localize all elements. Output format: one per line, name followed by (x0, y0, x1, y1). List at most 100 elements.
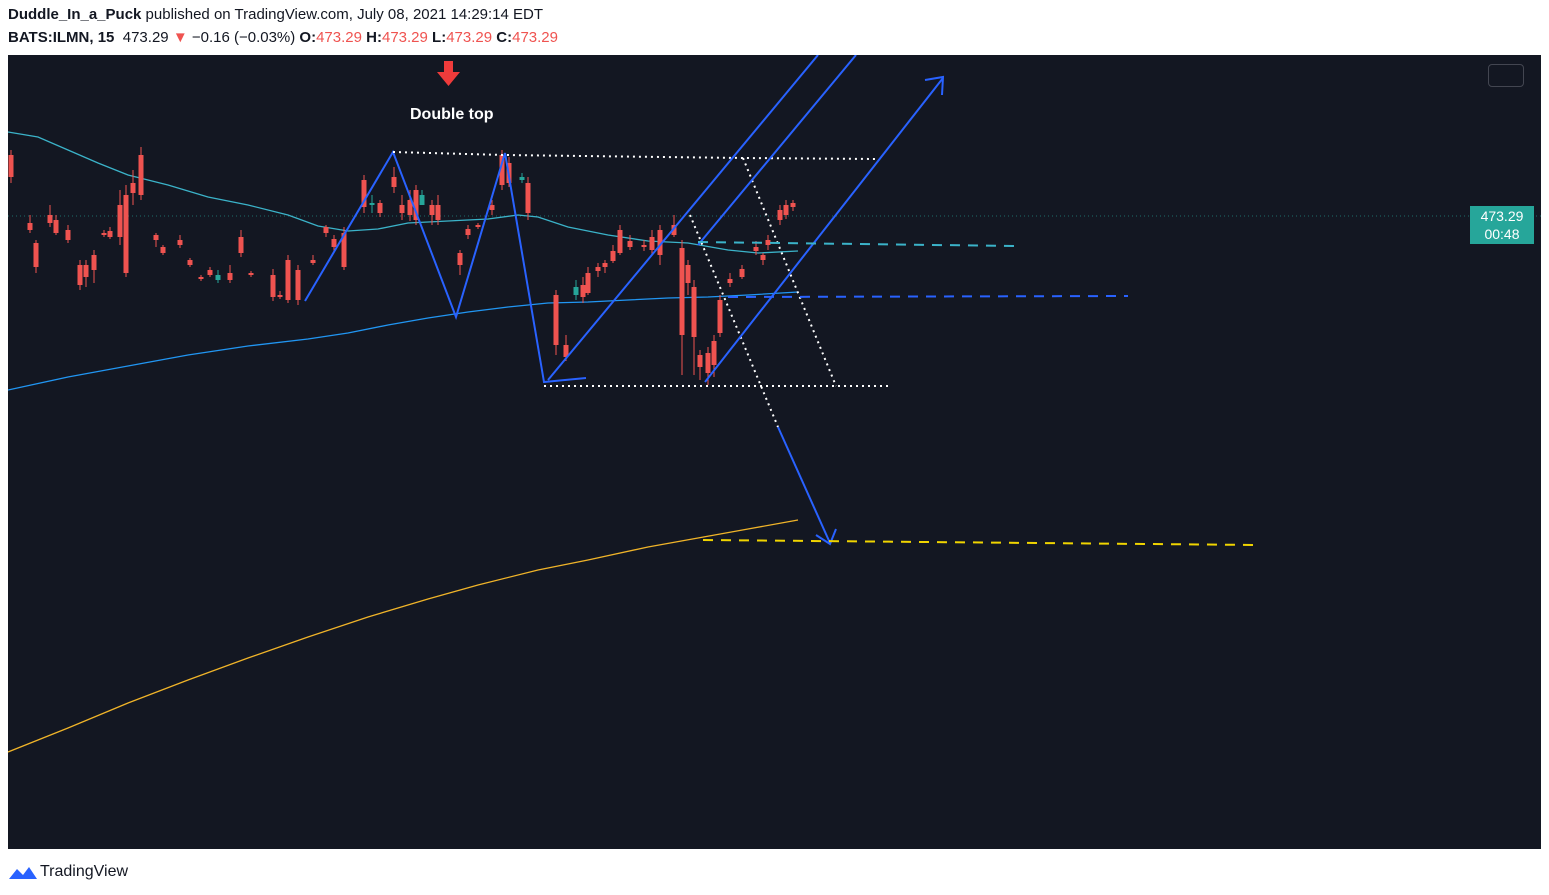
top-dotted-line (392, 151, 877, 160)
candle-body (160, 247, 166, 253)
double-top-label[interactable]: Double top (410, 106, 494, 123)
candle-body (783, 205, 789, 215)
candle-body (323, 227, 329, 233)
double-top-pattern[interactable] (304, 149, 587, 384)
candle-body (717, 300, 723, 333)
candle-body (760, 255, 766, 260)
candle-body (499, 155, 505, 185)
candle-body (679, 248, 685, 335)
candle-body (790, 203, 796, 207)
price-tag-value: 473.29 (1480, 208, 1524, 224)
ma-slow-line (8, 519, 799, 753)
candle-body (27, 223, 33, 230)
chart-pane[interactable]: Double top 473.29 00:48 (8, 55, 1541, 849)
candle-body (207, 270, 213, 275)
candle-body (295, 270, 301, 300)
candle-body (429, 205, 435, 215)
symbol-label[interactable]: BATS:ILMN, 15 (8, 29, 115, 46)
close-label: C: (496, 29, 513, 46)
candle-body (627, 241, 633, 247)
candle-body (573, 287, 579, 295)
candle-body (177, 240, 183, 245)
arrow-down-icon (437, 61, 460, 86)
candle-body (77, 265, 83, 285)
high-label: H: (366, 29, 382, 46)
candle-body (435, 205, 441, 220)
candle-body (227, 273, 233, 280)
candle-body (369, 203, 375, 205)
candle-body (407, 200, 413, 215)
measured-move-dotted (742, 157, 837, 387)
candle-body (153, 235, 159, 240)
candle-body (705, 353, 711, 373)
low-label: L: (432, 29, 447, 46)
down-projection-line (777, 426, 831, 544)
resistance-dashed-line (697, 241, 1017, 247)
candle-body (777, 210, 783, 220)
candle-body (685, 265, 691, 283)
chart-toggle-button[interactable] (1488, 64, 1524, 87)
candle-body (65, 230, 71, 240)
up-arrow-head (924, 75, 945, 96)
candle-body (248, 273, 254, 275)
price-tag-countdown: 00:48 (1484, 226, 1520, 242)
last-price: 473.29 (122, 29, 169, 46)
candle-body (101, 233, 107, 235)
close-value: 473.29 (512, 29, 558, 46)
candle-body (138, 155, 144, 195)
footer-brand[interactable]: TradingView (8, 861, 128, 883)
candle-body (331, 239, 337, 247)
candle-body (641, 245, 647, 247)
candle-body (53, 220, 59, 233)
candle-body (285, 260, 291, 300)
candle-body (8, 155, 14, 177)
projection-dotted (689, 214, 779, 428)
candle-body (123, 195, 129, 273)
channel-lower-line (547, 55, 819, 381)
candle-body (83, 265, 89, 277)
change-value: −0.16 (−0.03%) (191, 29, 296, 46)
chart-canvas[interactable] (8, 55, 1541, 849)
candles (8, 147, 796, 385)
ma-fast-line (8, 131, 799, 254)
candle-body (399, 205, 405, 213)
down-arrow-head (815, 528, 837, 546)
high-value: 473.29 (381, 29, 428, 46)
candle-body (617, 230, 623, 253)
publish-info: Duddle_In_a_Puck published on TradingVie… (8, 6, 543, 23)
candle-body (107, 231, 113, 237)
author-name[interactable]: Duddle_In_a_Puck (8, 6, 142, 23)
ma-mid-line (8, 291, 799, 391)
candle-body (361, 180, 367, 207)
candle-body (610, 251, 616, 261)
published-text: published on TradingView.com, July 08, 2… (141, 6, 544, 23)
candle-body (563, 345, 569, 357)
channel-mid-line (697, 55, 857, 246)
candle-body (671, 225, 677, 235)
candle-body (553, 295, 559, 345)
candle-body (47, 215, 53, 223)
footer-brand-name: TradingView (40, 863, 129, 880)
candle-body (765, 240, 771, 245)
candle-body (130, 183, 136, 193)
price-axis-label: 473.29 00:48 (1470, 206, 1534, 244)
candle-body (475, 225, 481, 227)
candle-body (711, 341, 717, 365)
candle-body (580, 285, 586, 297)
ohlc-legend: BATS:ILMN, 15 473.29 ▼ −0.16 (−0.03%) O:… (8, 29, 558, 46)
candle-body (187, 260, 193, 265)
tradingview-logo-icon (9, 867, 37, 879)
change-down-icon: ▼ (172, 29, 188, 46)
target-dashed-line (702, 539, 1259, 546)
candle-body (413, 190, 419, 220)
open-label: O: (299, 29, 317, 46)
candle-body (215, 275, 221, 280)
candle-body (465, 229, 471, 235)
candle-body (585, 273, 591, 293)
candle-body (341, 233, 347, 267)
candle-body (649, 237, 655, 250)
candle-body (739, 269, 745, 277)
candle-body (691, 287, 697, 337)
candle-body (117, 205, 123, 237)
candle-body (457, 253, 463, 265)
